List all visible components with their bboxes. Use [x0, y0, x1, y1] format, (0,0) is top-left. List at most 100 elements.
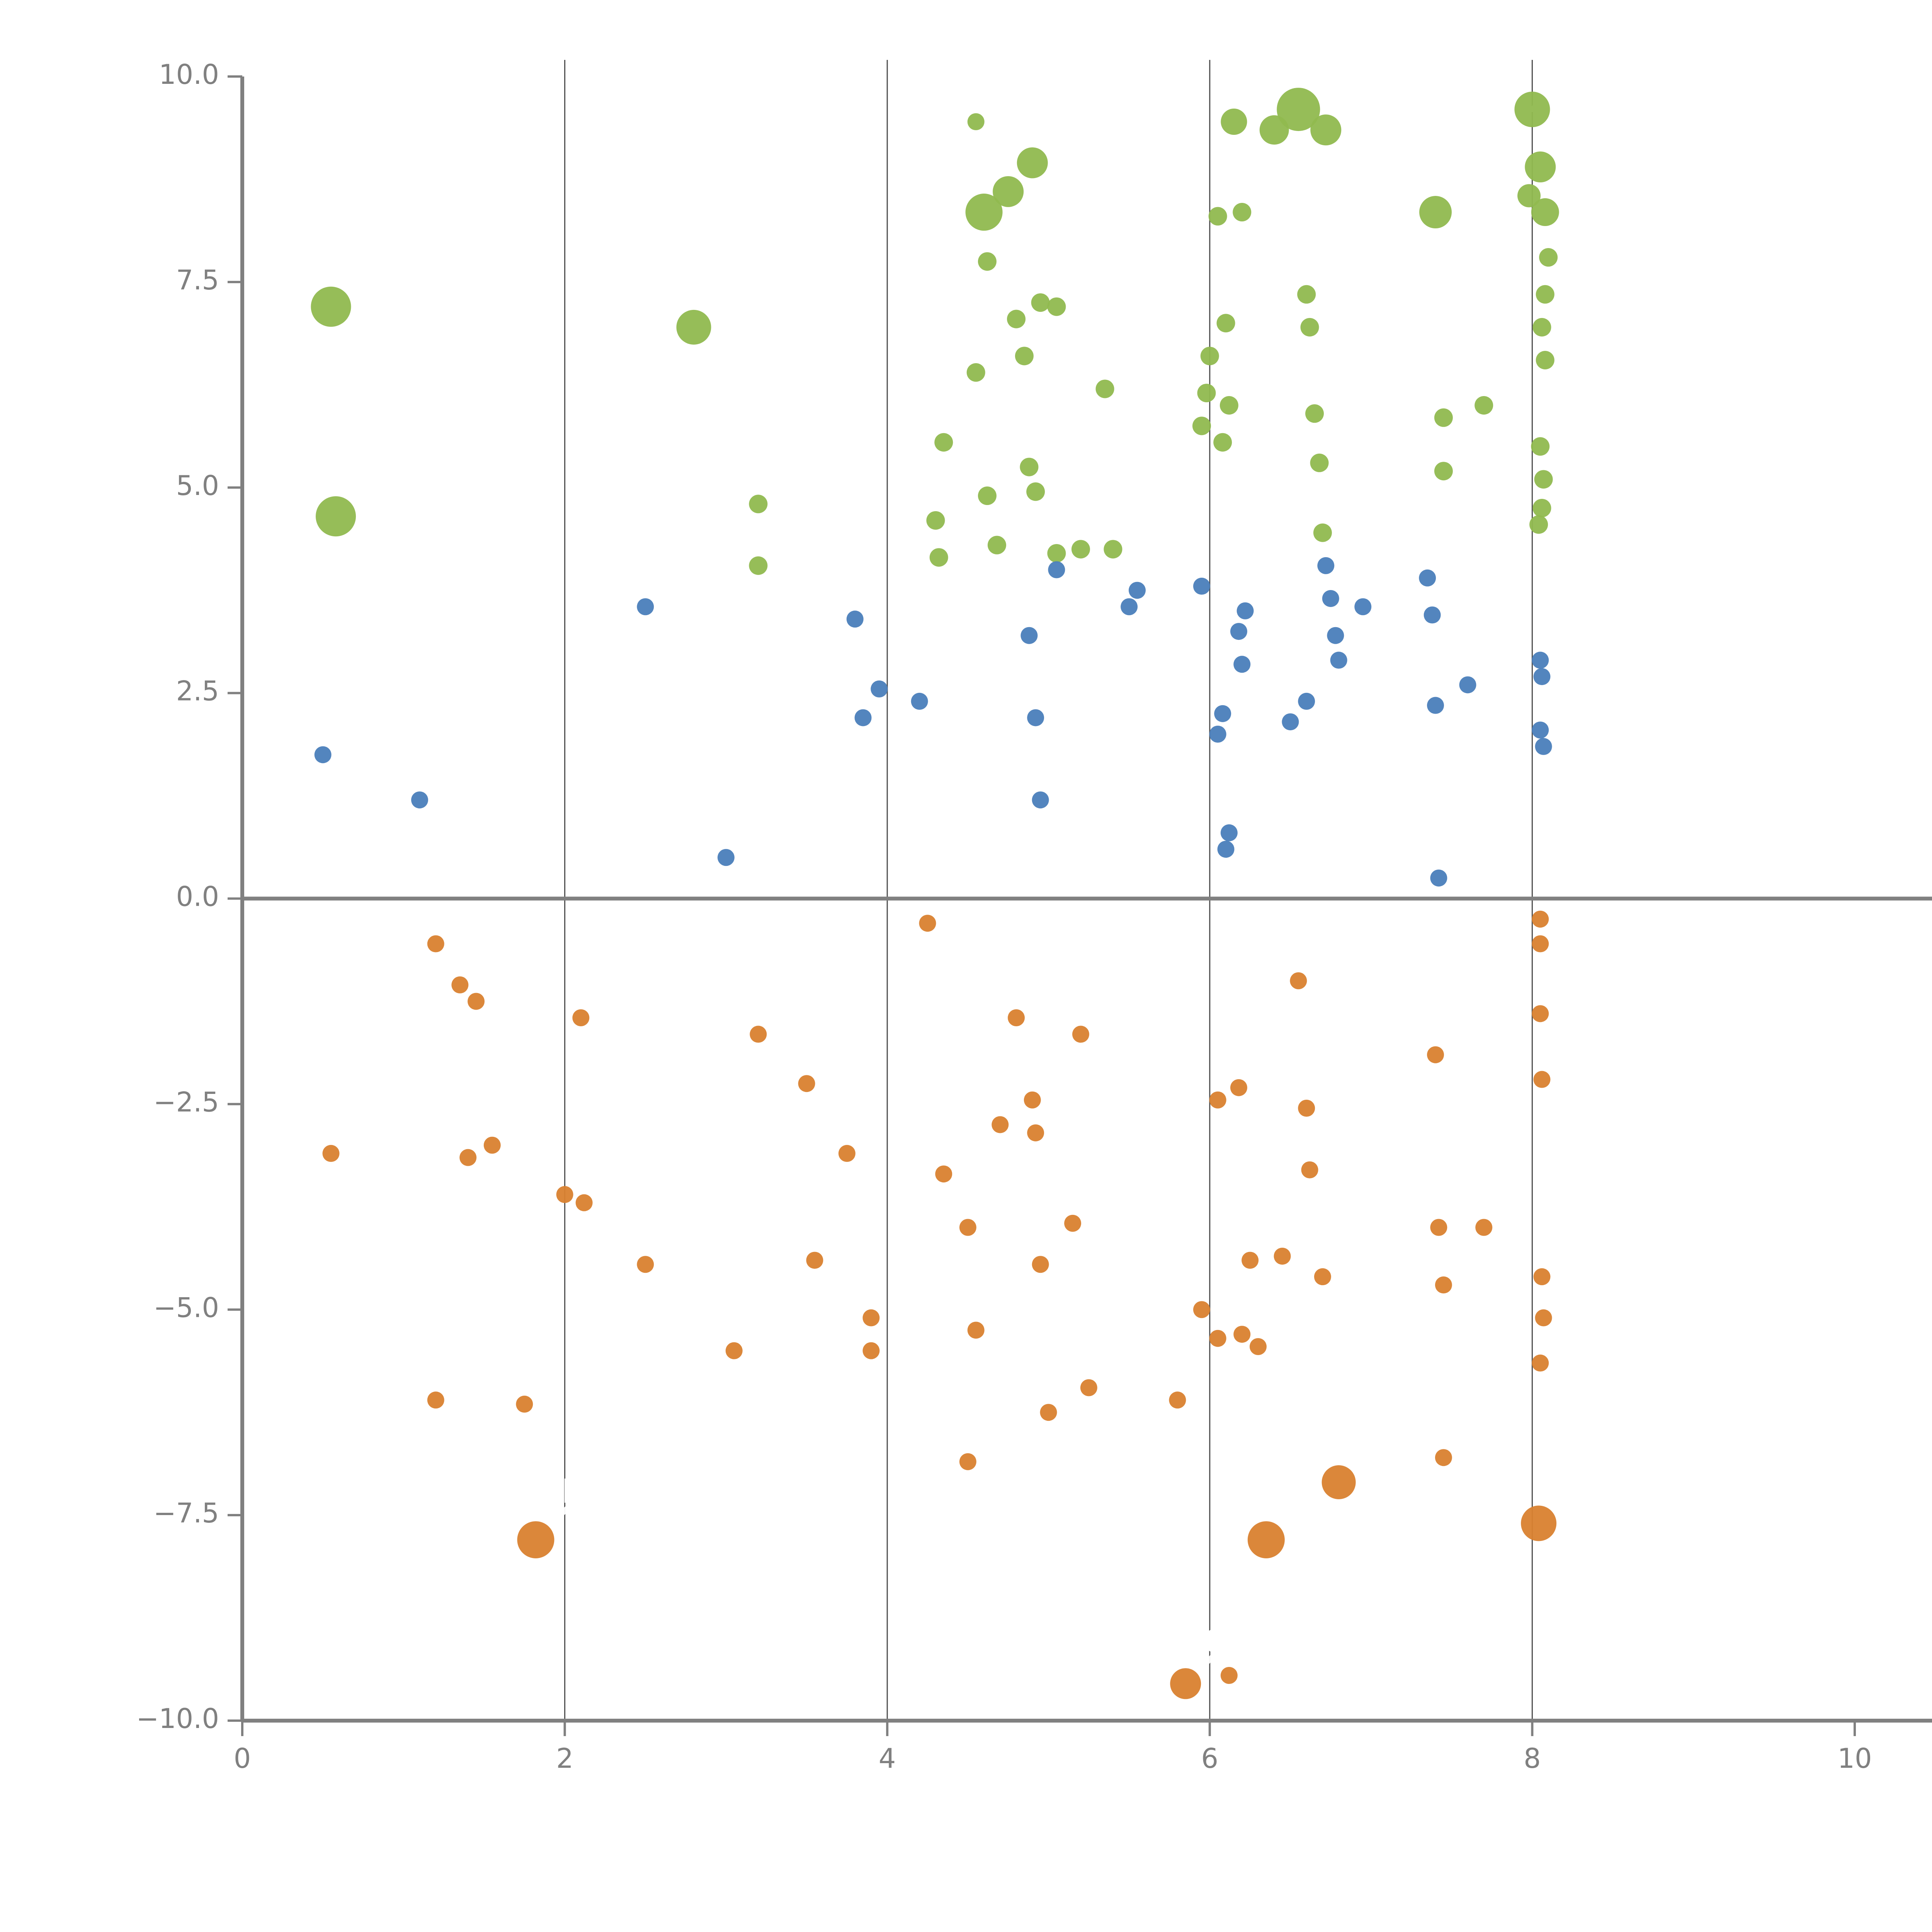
data-point-orange[interactable] — [1209, 1330, 1226, 1347]
data-point-green[interactable] — [1310, 114, 1342, 146]
data-point-green[interactable] — [926, 511, 945, 530]
data-point-green[interactable] — [1313, 523, 1332, 542]
data-point-blue[interactable] — [1317, 557, 1335, 574]
data-point-orange[interactable] — [1233, 1326, 1251, 1343]
data-point-blue[interactable] — [1282, 713, 1299, 731]
data-point-orange[interactable] — [959, 1219, 976, 1236]
data-point-blue[interactable] — [1330, 651, 1347, 669]
data-point-green[interactable] — [749, 495, 768, 514]
data-point-orange[interactable] — [959, 1453, 976, 1470]
data-point-blue[interactable] — [1233, 656, 1251, 673]
data-point-blue[interactable] — [411, 791, 429, 809]
data-point-orange[interactable] — [1314, 1268, 1331, 1286]
data-point-orange[interactable] — [517, 1521, 554, 1558]
data-point-orange[interactable] — [919, 915, 936, 932]
data-point-orange[interactable] — [1249, 1338, 1267, 1355]
data-point-orange[interactable] — [1532, 1005, 1549, 1022]
data-point-blue[interactable] — [1193, 578, 1210, 595]
data-point-orange[interactable] — [1072, 1026, 1089, 1043]
data-point-green[interactable] — [1233, 203, 1252, 222]
data-point-orange[interactable] — [1080, 1379, 1097, 1396]
data-point-orange[interactable] — [1230, 1079, 1247, 1096]
data-point-orange[interactable] — [1532, 910, 1549, 928]
data-point-green[interactable] — [1047, 544, 1066, 563]
data-point-blue[interactable] — [314, 746, 332, 764]
data-point-orange[interactable] — [806, 1252, 823, 1269]
data-point-blue[interactable] — [1535, 738, 1552, 755]
data-point-green[interactable] — [1192, 417, 1211, 435]
data-point-green[interactable] — [1434, 408, 1453, 427]
data-point-blue[interactable] — [1220, 824, 1238, 842]
data-point-green[interactable] — [1536, 285, 1554, 304]
data-point-green[interactable] — [1026, 482, 1045, 501]
data-point-green[interactable] — [1104, 540, 1122, 559]
data-point-green[interactable] — [676, 310, 711, 345]
data-point-orange[interactable] — [750, 1026, 767, 1043]
data-point-blue[interactable] — [1427, 697, 1444, 714]
data-point-orange[interactable] — [427, 1391, 444, 1409]
data-point-orange[interactable] — [1242, 1252, 1259, 1269]
data-point-orange[interactable] — [1301, 1161, 1318, 1179]
data-point-orange[interactable] — [1290, 972, 1307, 990]
data-point-green[interactable] — [987, 536, 1006, 554]
data-point-orange[interactable] — [798, 1075, 815, 1092]
data-point-blue[interactable] — [637, 598, 654, 616]
data-point-orange[interactable] — [322, 1145, 340, 1162]
data-point-orange[interactable] — [637, 1256, 654, 1273]
data-point-blue[interactable] — [1322, 590, 1339, 607]
data-point-orange[interactable] — [1024, 1091, 1041, 1109]
data-point-orange[interactable] — [725, 1342, 743, 1359]
data-point-orange[interactable] — [1535, 1309, 1552, 1327]
data-point-orange[interactable] — [516, 1395, 533, 1413]
data-point-green[interactable] — [1539, 248, 1558, 267]
data-point-orange[interactable] — [1040, 1404, 1057, 1421]
data-point-blue[interactable] — [1020, 627, 1038, 644]
data-point-blue[interactable] — [846, 611, 864, 628]
data-point-blue[interactable] — [1354, 598, 1372, 616]
data-point-blue[interactable] — [1419, 569, 1436, 587]
data-point-green[interactable] — [1475, 396, 1493, 415]
data-point-green[interactable] — [965, 194, 1003, 231]
data-point-blue[interactable] — [1423, 606, 1441, 624]
data-point-orange[interactable] — [1435, 1449, 1452, 1466]
data-point-orange[interactable] — [451, 976, 469, 993]
data-point-orange[interactable] — [1427, 1046, 1444, 1063]
data-point-orange[interactable] — [1008, 1009, 1025, 1026]
data-point-orange[interactable] — [483, 1136, 501, 1154]
data-point-green[interactable] — [978, 486, 997, 505]
data-point-orange[interactable] — [1027, 1124, 1044, 1141]
data-point-orange[interactable] — [1209, 1091, 1226, 1109]
data-point-blue[interactable] — [1129, 582, 1146, 599]
data-point-blue[interactable] — [1298, 692, 1315, 710]
data-point-green[interactable] — [934, 433, 953, 452]
data-point-green[interactable] — [1531, 198, 1559, 226]
data-point-green[interactable] — [1015, 347, 1034, 366]
data-point-orange[interactable] — [1532, 1354, 1549, 1372]
data-point-blue[interactable] — [871, 680, 888, 697]
data-point-blue[interactable] — [717, 849, 735, 866]
data-point-green[interactable] — [1517, 184, 1541, 207]
data-point-green[interactable] — [1277, 88, 1320, 131]
data-point-green[interactable] — [1020, 457, 1039, 476]
data-point-orange[interactable] — [1435, 1276, 1452, 1294]
data-point-orange[interactable] — [1193, 1301, 1210, 1318]
data-point-green[interactable] — [1017, 147, 1048, 179]
data-point-green[interactable] — [1297, 285, 1316, 304]
data-point-blue[interactable] — [1533, 668, 1551, 685]
data-point-green[interactable] — [1219, 396, 1238, 415]
data-point-blue[interactable] — [1230, 623, 1247, 640]
data-point-green[interactable] — [978, 252, 997, 271]
data-point-blue[interactable] — [1532, 651, 1549, 669]
data-point-green[interactable] — [1529, 515, 1548, 534]
data-point-green[interactable] — [929, 548, 948, 567]
data-point-orange[interactable] — [1170, 1668, 1201, 1699]
data-point-blue[interactable] — [1048, 561, 1065, 578]
data-point-orange[interactable] — [862, 1309, 880, 1327]
data-point-orange[interactable] — [468, 993, 485, 1010]
data-point-blue[interactable] — [911, 692, 928, 710]
data-point-green[interactable] — [966, 363, 985, 382]
data-point-green[interactable] — [311, 286, 351, 327]
data-point-green[interactable] — [1434, 462, 1453, 481]
data-point-orange[interactable] — [1274, 1247, 1291, 1265]
data-point-orange[interactable] — [1533, 1071, 1551, 1088]
